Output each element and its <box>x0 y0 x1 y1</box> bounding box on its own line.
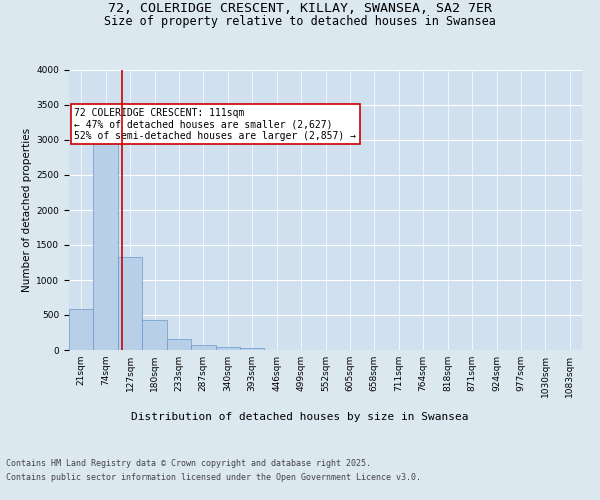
Y-axis label: Number of detached properties: Number of detached properties <box>22 128 32 292</box>
Bar <box>167 339 191 350</box>
Text: Size of property relative to detached houses in Swansea: Size of property relative to detached ho… <box>104 15 496 28</box>
Text: Contains public sector information licensed under the Open Government Licence v3: Contains public sector information licen… <box>6 474 421 482</box>
Bar <box>215 346 240 350</box>
Text: Contains HM Land Registry data © Crown copyright and database right 2025.: Contains HM Land Registry data © Crown c… <box>6 458 371 468</box>
Bar <box>142 320 167 350</box>
Text: Distribution of detached houses by size in Swansea: Distribution of detached houses by size … <box>131 412 469 422</box>
Bar <box>69 310 94 350</box>
Text: 72 COLERIDGE CRESCENT: 111sqm
← 47% of detached houses are smaller (2,627)
52% o: 72 COLERIDGE CRESCENT: 111sqm ← 47% of d… <box>74 108 356 141</box>
Bar <box>191 345 215 350</box>
Bar <box>240 348 265 350</box>
Bar <box>118 257 142 350</box>
Text: 72, COLERIDGE CRESCENT, KILLAY, SWANSEA, SA2 7ER: 72, COLERIDGE CRESCENT, KILLAY, SWANSEA,… <box>108 2 492 16</box>
Bar <box>94 142 118 350</box>
